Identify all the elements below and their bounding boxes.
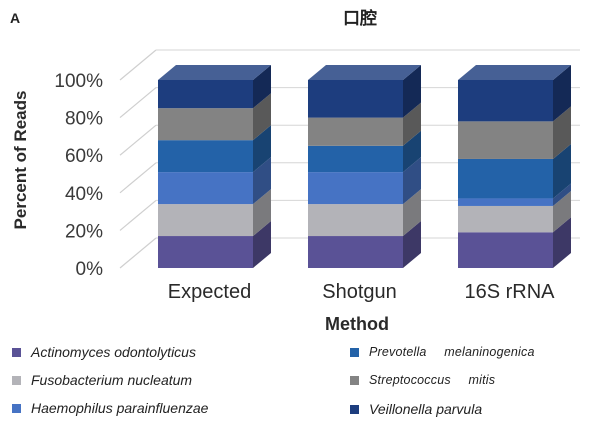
bar-segment-side <box>403 102 421 146</box>
bar-top <box>458 65 571 80</box>
legend-item: Haemophilus parainfluenzae <box>12 400 208 416</box>
x-tick-labels: Expected Shotgun 16S rRNA <box>168 281 555 303</box>
legend-label: Prevotella melaninogenica <box>369 345 535 359</box>
bar-segment-side <box>253 125 271 173</box>
y-tick-label: 40% <box>65 184 103 205</box>
legend-swatch <box>12 403 21 413</box>
bar-segment-side <box>253 65 271 109</box>
bar-segment-side <box>553 183 571 206</box>
bar-segment <box>308 172 403 205</box>
bar-segment <box>458 158 553 199</box>
legend-swatch <box>350 375 359 385</box>
panel-label: A <box>10 10 20 26</box>
bars <box>158 65 571 268</box>
bar-segment-side <box>553 106 571 159</box>
y-tick-label: 20% <box>65 221 103 242</box>
legend-item: Streptococcus mitis <box>350 373 495 387</box>
bar-segment <box>458 80 553 122</box>
gridline-diagonal <box>119 87 157 119</box>
legend-swatch <box>12 375 21 385</box>
bar-segment <box>158 204 253 237</box>
bar-top <box>308 65 421 80</box>
legend-item: Prevotella melaninogenica <box>350 345 535 359</box>
x-tick-label: 16S rRNA <box>464 281 555 303</box>
bar-stack <box>458 65 571 268</box>
legend-item: Veillonella parvula <box>350 401 482 417</box>
bar-segment-side <box>553 190 571 233</box>
gridline-diagonal <box>119 162 157 194</box>
bar-segment <box>458 121 553 159</box>
legend-swatch <box>12 347 21 357</box>
bar-segment-side <box>553 143 571 199</box>
legend-label: Streptococcus mitis <box>369 373 496 387</box>
bar-segment <box>158 140 253 173</box>
bar-stack <box>308 65 421 268</box>
bar-segment-side <box>403 189 421 237</box>
x-axis-label: Method <box>325 314 389 334</box>
bar-segment <box>158 236 253 268</box>
bar-segment-side <box>553 217 571 268</box>
y-tick-labels: 0% 20% 40% 60% 80% 100% <box>54 71 103 280</box>
gridline-diagonal <box>119 124 157 156</box>
legend-label: Actinomyces odontolyticus <box>31 344 196 360</box>
bar-segment-side <box>253 93 271 141</box>
legend-item: Actinomyces odontolyticus <box>12 344 196 360</box>
legend-swatch <box>350 347 359 357</box>
bar-segment <box>308 204 403 237</box>
gridline-diagonal <box>119 199 157 231</box>
bar-segment-side <box>403 65 421 118</box>
bar-segment <box>458 205 553 233</box>
bar-segment <box>308 145 403 173</box>
bar-segment-side <box>253 157 271 205</box>
bar-stack <box>158 65 271 268</box>
bar-segment-side <box>403 157 421 205</box>
gridline-diagonal <box>119 237 157 269</box>
y-tick-label: 0% <box>76 259 104 280</box>
legend-label: Haemophilus parainfluenzae <box>31 400 209 416</box>
legend-label: Fusobacterium nucleatum <box>31 372 193 388</box>
bar-segment <box>308 236 403 268</box>
bar-segment <box>458 198 553 206</box>
bar-segment <box>158 80 253 109</box>
bar-segment-side <box>403 221 421 268</box>
bar-top <box>158 65 271 80</box>
y-tick-label: 60% <box>65 146 103 167</box>
y-axis-label: Percent of Reads <box>11 91 30 230</box>
bar-segment-side <box>253 221 271 268</box>
chart-title: 口腔 <box>343 8 377 29</box>
bar-segment <box>458 232 553 268</box>
bar-segment <box>158 108 253 141</box>
legend-item: Fusobacterium nucleatum <box>12 372 192 388</box>
x-tick-label: Expected <box>168 281 251 303</box>
legend-label: Veillonella parvula <box>369 401 483 417</box>
bar-segment <box>308 117 403 146</box>
bar-segment-side <box>553 65 571 122</box>
y-tick-label: 100% <box>54 71 103 92</box>
x-tick-label: Shotgun <box>322 281 397 303</box>
bar-segment <box>308 80 403 118</box>
stacked-3d-bar-chart: 0% 20% 40% 60% 80% 100% Expected Shotgun 16S rR… <box>10 8 580 334</box>
bar-segment-side <box>403 130 421 173</box>
legend-swatch <box>350 404 359 414</box>
y-tick-label: 80% <box>65 109 103 130</box>
bar-segment-side <box>253 189 271 237</box>
bar-segment <box>158 172 253 205</box>
gridline-diagonal <box>119 49 157 81</box>
